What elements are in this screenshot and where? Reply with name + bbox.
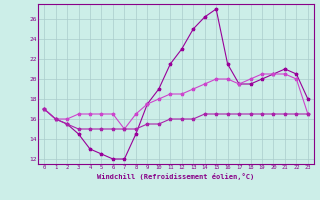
X-axis label: Windchill (Refroidissement éolien,°C): Windchill (Refroidissement éolien,°C) xyxy=(97,173,255,180)
